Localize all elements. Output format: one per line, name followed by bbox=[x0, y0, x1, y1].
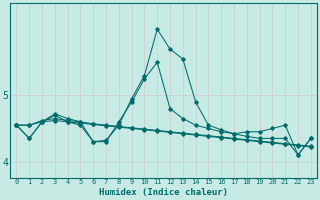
X-axis label: Humidex (Indice chaleur): Humidex (Indice chaleur) bbox=[99, 188, 228, 197]
